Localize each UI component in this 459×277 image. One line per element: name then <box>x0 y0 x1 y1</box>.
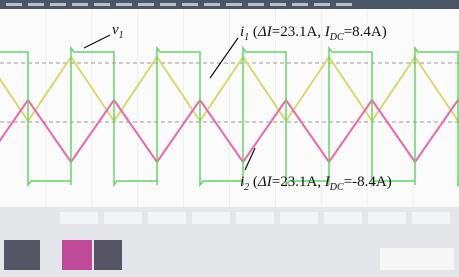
menu-item <box>204 3 220 6</box>
menu-item <box>314 3 330 6</box>
timebase-box <box>380 248 454 270</box>
subscript: DC <box>329 32 344 43</box>
text: =8.4A) <box>344 24 387 40</box>
menu-item <box>160 3 176 6</box>
measurement-cell <box>412 212 450 224</box>
menu-item <box>336 3 352 6</box>
measurement-cell <box>236 212 274 224</box>
menu-item <box>72 3 88 6</box>
channel-box <box>4 240 40 270</box>
menu-item <box>6 3 22 6</box>
text: =23.1A, <box>272 174 325 190</box>
subscript: 1 <box>119 30 124 41</box>
measurement-cell <box>60 212 98 224</box>
text: ΔI <box>257 174 273 190</box>
menu-item <box>94 3 110 6</box>
page: {"annotations": [ {"parts": ["v", "1"]},… <box>0 0 459 277</box>
channel-box <box>62 240 92 270</box>
measurement-cell <box>192 212 230 224</box>
menu-item <box>28 3 44 6</box>
menu-item <box>50 3 66 6</box>
text: ( <box>249 24 258 40</box>
menu-item <box>138 3 154 6</box>
text: =-8.4A) <box>344 174 392 190</box>
oscilloscope-screen: v1 i1 (ΔI=23.1A, IDC=8.4A) i2 (ΔI=23.1A,… <box>0 0 459 277</box>
subscript: DC <box>329 182 344 193</box>
measurement-cell <box>148 212 186 224</box>
measurement-cell <box>104 212 142 224</box>
menu-item <box>270 3 286 6</box>
channel-box <box>94 240 122 270</box>
menu-item <box>182 3 198 6</box>
text: ΔI <box>257 24 273 40</box>
text: ( <box>249 174 258 190</box>
measurement-cell <box>324 212 362 224</box>
measurement-cell <box>280 212 318 224</box>
measurement-cell <box>368 212 406 224</box>
menu-item <box>116 3 132 6</box>
text: =23.1A, <box>272 24 325 40</box>
menu-item <box>226 3 242 6</box>
menu-item <box>248 3 264 6</box>
menu-item <box>292 3 308 6</box>
